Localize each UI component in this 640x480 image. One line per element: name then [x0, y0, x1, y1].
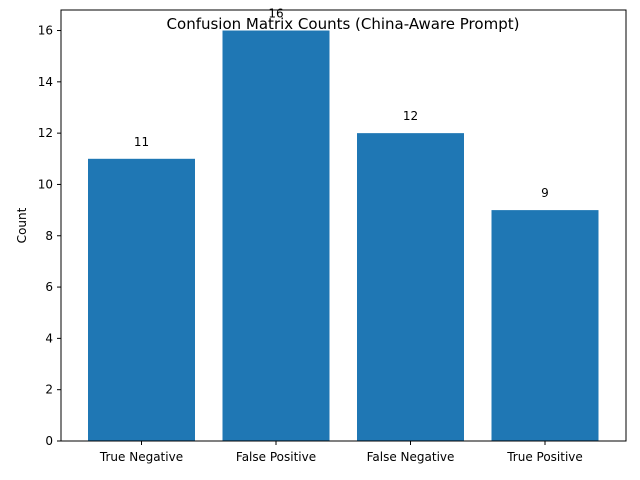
plot-frame: [60, 9, 627, 442]
y-tick-labels: 0 2 4 6 8 10 12 14 16: [38, 24, 61, 448]
chart-title: Confusion Matrix Counts (China-Aware Pro…: [167, 15, 520, 33]
bar-false-positive: [222, 30, 330, 442]
y-tick-label: 12: [38, 126, 53, 140]
x-tick-labels: True Negative False Positive False Negativ…: [99, 441, 583, 464]
x-tick-label: False Negative: [367, 450, 455, 464]
data-labels: 11 16 12 9: [134, 7, 549, 201]
x-tick-label: False Positive: [236, 450, 316, 464]
y-tick-label: 6: [45, 280, 53, 294]
y-tick-label: 0: [45, 434, 53, 448]
y-tick-label: 10: [38, 177, 53, 191]
data-label: 11: [134, 135, 149, 149]
y-tick-label: 2: [45, 383, 53, 397]
x-tick-label: True Negative: [99, 450, 183, 464]
data-label: 16: [268, 7, 283, 21]
data-label: 9: [541, 186, 549, 200]
y-tick-label: 8: [45, 229, 53, 243]
y-tick-label: 4: [45, 331, 53, 345]
x-tick-label: True Positive: [506, 450, 583, 464]
y-tick-label: 14: [38, 75, 53, 89]
y-tick-label: 16: [38, 24, 53, 38]
y-axis-label: Count: [15, 207, 29, 243]
bar-true-negative: [88, 158, 195, 442]
bars-group: [88, 30, 599, 442]
data-label: 12: [403, 109, 418, 123]
bar-true-positive: [491, 210, 599, 441]
bar-false-negative: [357, 133, 464, 441]
